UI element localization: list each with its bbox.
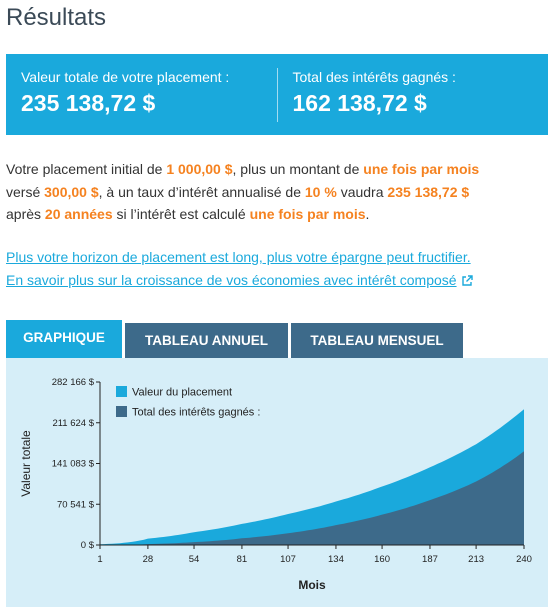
x-axis-title: Mois [298,578,326,592]
y-tick-label: 70 541 $ [57,499,95,510]
x-tick-label: 107 [280,554,296,565]
horizon-link[interactable]: Plus votre horizon de placement est long… [6,249,471,265]
x-tick-label: 1 [97,554,102,565]
info-links: Plus votre horizon de placement est long… [6,246,550,293]
years-value: 20 années [44,206,113,222]
total-value-panel: Valeur totale de votre placement : 235 1… [6,54,277,135]
desc-text: , plus un montant de [232,161,364,177]
tab-graphique[interactable]: GRAPHIQUE [6,320,122,358]
initial-deposit-value: 1 000,00 $ [166,161,233,177]
final-value: 235 138,72 $ [387,183,470,200]
total-interest-panel: Total des intérêts gagnés : 162 138,72 $ [276,68,549,122]
desc-text: versé [6,183,45,200]
area-interets-gagnes [100,451,524,545]
desc-text: vaudra [336,183,388,200]
desc-text: , à un taux d’intérêt annualisé de [98,183,305,200]
results-title: Résultats [6,4,107,31]
y-axis-title: Valeur totale [19,430,33,497]
result-description: Votre placement initial de 1 000,00 $, p… [6,158,550,226]
chart-panel: 0 $ 70 541 $ 141 083 $ 211 624 $ 282 166 $ 1 2… [6,358,548,607]
legend-label: Valeur du placement [132,387,232,399]
x-tick-label: 81 [237,554,248,565]
desc-text: après [6,206,45,222]
results-tabs: GRAPHIQUE TABLEAU ANNUEL TABLEAU MENSUEL [6,320,548,358]
investment-growth-chart: 0 $ 70 541 $ 141 083 $ 211 624 $ 282 166 $ 1 2… [19,377,532,592]
total-interest-amount: 162 138,72 $ [292,90,427,116]
tab-tableau-annuel[interactable]: TABLEAU ANNUEL [125,323,288,358]
legend-label: Total des intérêts gagnés : [132,407,260,419]
y-tick-label: 211 624 $ [52,418,94,429]
interest-rate-value: 10 % [304,183,337,200]
x-tick-label: 134 [328,554,344,565]
y-tick-label: 282 166 $ [52,377,95,388]
contribution-frequency-value: une fois par mois [363,161,480,177]
results-summary-box: Valeur totale de votre placement : 235 1… [6,54,548,135]
compounding-frequency-value: une fois par mois [249,206,366,222]
desc-text: si l’intérêt est calculé [112,206,250,222]
desc-text: . [365,206,370,222]
x-tick-label: 213 [468,554,484,565]
legend-swatch [116,406,127,417]
legend-swatch [116,386,127,397]
total-value-label: Valeur totale de votre placement : [21,69,230,85]
x-tick-label: 160 [374,554,390,565]
x-tick-label: 28 [143,554,154,565]
x-tick-label: 240 [516,554,532,565]
total-value-amount: 235 138,72 $ [21,90,156,116]
learn-more-link[interactable]: En savoir plus sur la croissance de vos … [6,271,457,288]
external-link-icon[interactable] [461,271,473,294]
y-tick-label: 0 $ [81,540,95,551]
x-tick-label: 187 [422,554,438,565]
total-interest-label: Total des intérêts gagnés : [292,69,456,85]
desc-text: Votre placement initial de [6,161,167,177]
contribution-amount-value: 300,00 $ [44,183,99,200]
y-tick-label: 141 083 $ [52,459,95,470]
x-tick-label: 54 [189,554,200,565]
tab-tableau-mensuel[interactable]: TABLEAU MENSUEL [291,323,463,358]
